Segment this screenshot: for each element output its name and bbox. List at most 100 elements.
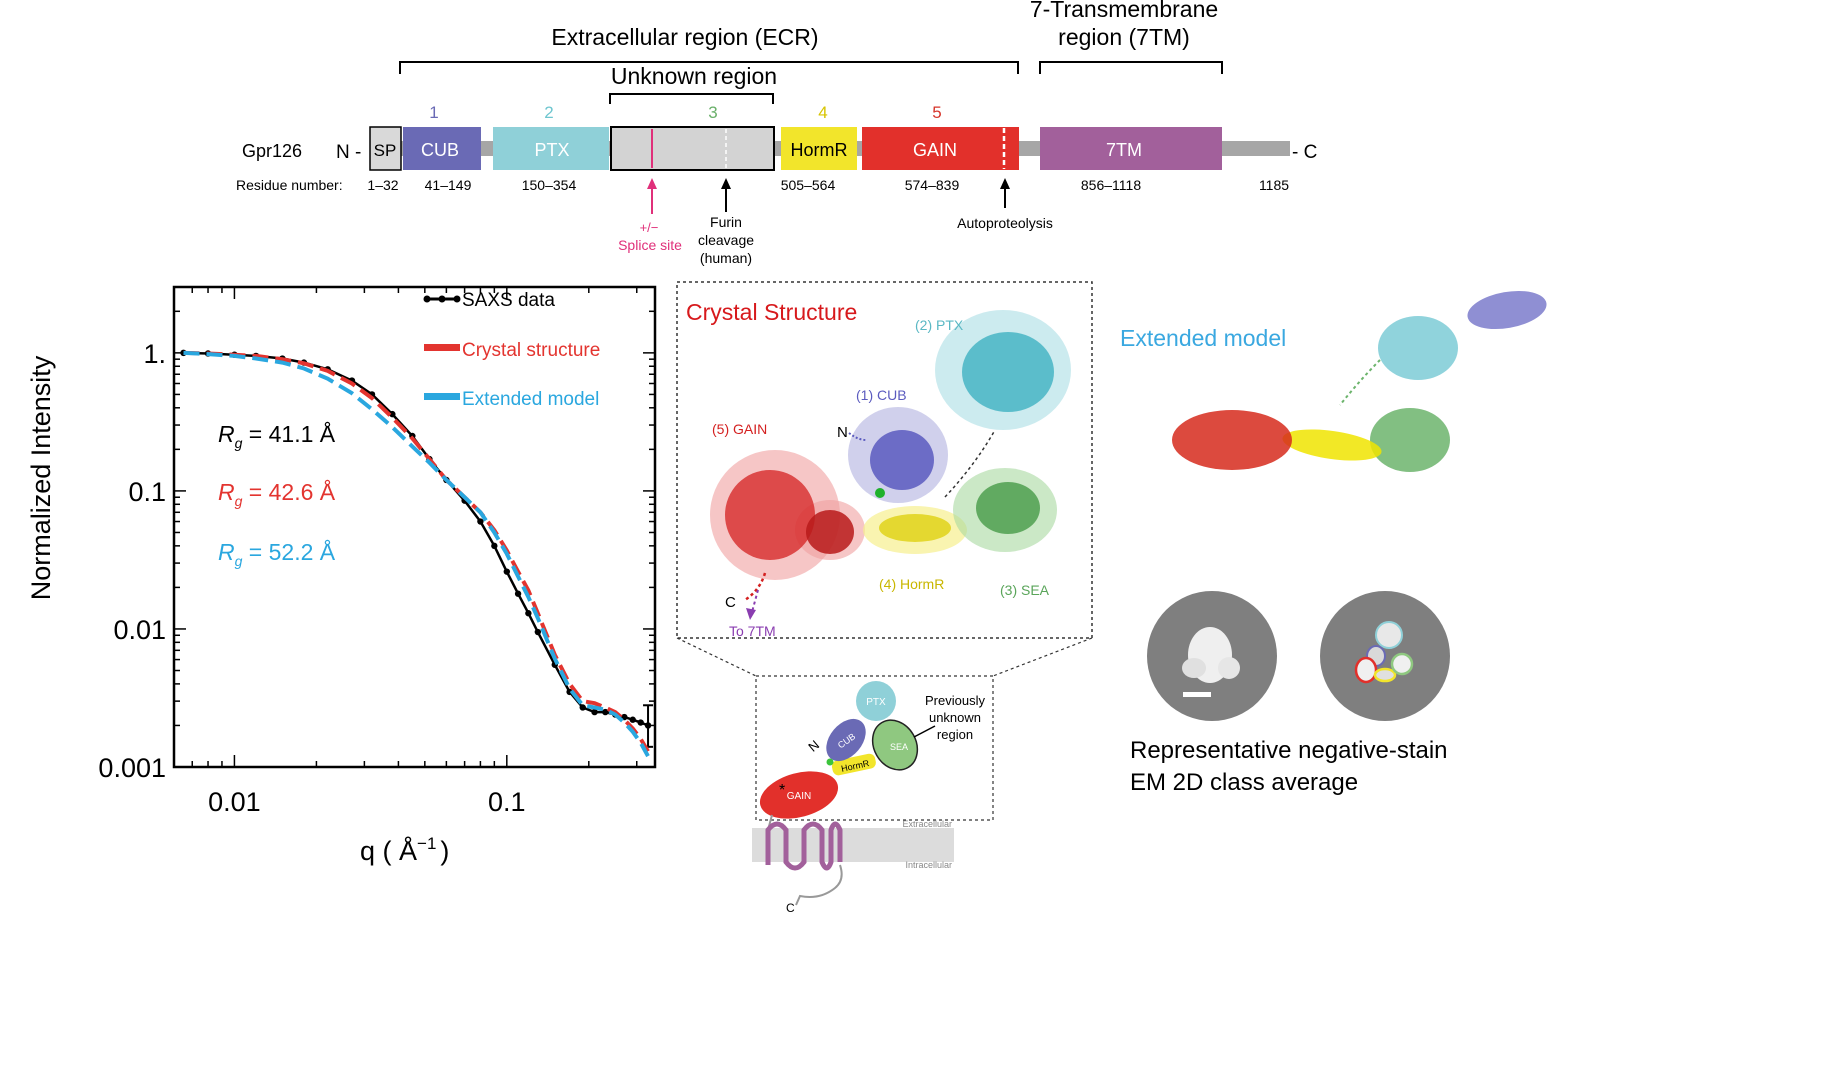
- cub-ion: [875, 488, 885, 498]
- legend-point-saxs-3: [453, 295, 461, 303]
- splice-arrowhead: [647, 178, 657, 189]
- schematic-c-label: C: [786, 901, 795, 915]
- disordered-linker: [944, 429, 996, 498]
- schematic-sea-label: SEA: [890, 742, 908, 752]
- domain-7tm-label: 7TM: [1106, 140, 1142, 160]
- domain-ptx-label: PTX: [534, 140, 569, 160]
- schematic-n-label: N: [805, 737, 822, 755]
- data-point-saxs-data: [525, 610, 532, 617]
- rg-value-extended: = 52.2 Å: [242, 538, 335, 565]
- em-scale-bar: [1183, 692, 1211, 697]
- extended-hormr: [1282, 429, 1382, 461]
- domain-7tm: [1040, 127, 1222, 170]
- schematic-gain-label: GAIN: [787, 791, 811, 802]
- em-outline-gain: [1354, 656, 1378, 684]
- ptx-ribbon: [962, 332, 1054, 412]
- ecr-bracket: [399, 61, 1019, 74]
- y-tick-label: 0.001: [98, 753, 166, 783]
- schematic-star: *: [779, 782, 785, 799]
- rg-symbol-extended: R: [218, 539, 235, 565]
- data-point-saxs-data: [477, 518, 484, 525]
- data-point-saxs-data: [602, 708, 609, 716]
- x-tick-label: 0.1: [488, 787, 526, 817]
- data-point-saxs-data: [637, 719, 644, 726]
- y-tick-label: 0.1: [128, 477, 166, 507]
- legend-label-saxs: SAXS data: [462, 290, 555, 311]
- domain-number-3: 3: [708, 103, 717, 122]
- extended-ptx: [1378, 316, 1458, 380]
- x-axis-label-main: q ( Å: [360, 835, 417, 866]
- n-terminus-label: N: [837, 424, 848, 441]
- domain-number-5: 5: [932, 103, 941, 122]
- splice-label-2: Splice site: [618, 237, 682, 253]
- schematic-gain: [759, 771, 839, 819]
- domain-cub: [403, 127, 481, 170]
- data-point-saxs-data: [579, 704, 586, 711]
- rg-sub-extended: g: [235, 553, 243, 569]
- y-axis-label: Normalized Intensity: [26, 355, 56, 600]
- autoproteolysis-arrowhead: [1000, 178, 1010, 189]
- domain-gain: [862, 127, 1019, 170]
- unknown-bracket: [609, 93, 774, 104]
- hormr-ribbon: [879, 514, 951, 542]
- domain-ptx: [493, 127, 609, 170]
- intracellular-label: Intracellular: [905, 860, 952, 870]
- schematic-7tm: [765, 821, 843, 871]
- em-outline-hormr: [1373, 667, 1397, 683]
- schematic-note-1: Previously: [925, 693, 985, 708]
- x-axis-label-close: ): [440, 836, 449, 866]
- rg-annotation-saxs: Rg = 41.1 Å: [218, 420, 336, 451]
- x-tick-label: 0.01: [208, 787, 261, 817]
- c-terminus: - C: [1292, 142, 1317, 163]
- series-line-extended-model: [183, 350, 650, 758]
- domain-sp-label: SP: [374, 141, 397, 160]
- data-point-saxs-data: [514, 590, 522, 597]
- residue-ptx: 150–354: [522, 177, 577, 193]
- em-density-1b: [1182, 658, 1206, 678]
- cub-ribbon: [870, 430, 934, 490]
- rg-symbol-saxs: R: [218, 421, 235, 447]
- hormr-label: (4) HormR: [879, 576, 944, 592]
- em-caption-line2: EM 2D class average: [1130, 769, 1358, 796]
- legend-point-saxs-1: [423, 295, 431, 303]
- legend-label-extended: Extended model: [462, 389, 599, 410]
- extracellular-label: Extracellular: [902, 819, 952, 829]
- rg-symbol-crystal: R: [218, 479, 235, 505]
- protein-name: Gpr126: [242, 141, 302, 161]
- tick-layer: 0.01 0.1 0.001 0.01 0.1 1.: [98, 286, 655, 817]
- em-panel: Representative negative-stain EM 2D clas…: [1130, 591, 1450, 796]
- data-point-saxs-data: [591, 708, 598, 716]
- crystal-frame: [676, 281, 1093, 639]
- em-outline-ptx: [1375, 621, 1403, 649]
- data-point-saxs-data: [491, 542, 498, 550]
- y-tick-label: 1.: [143, 339, 166, 369]
- legend: SAXS data Crystal structure Extended mod…: [423, 290, 600, 410]
- x-axis-label-sup: −1: [417, 834, 436, 853]
- schematic-frame: [755, 675, 994, 821]
- em-outline-sea: [1390, 652, 1414, 676]
- c-terminus-label: C: [725, 594, 736, 611]
- gain-ribbon: [725, 470, 815, 560]
- cub-label: (1) CUB: [856, 387, 907, 403]
- c-terminus-linker: [744, 572, 767, 602]
- residue-hormr: 505–564: [781, 177, 836, 193]
- ptx-label: (2) PTX: [915, 317, 964, 333]
- residue-caption: Residue number:: [236, 177, 343, 193]
- data-point-saxs-data: [503, 568, 511, 575]
- extended-sea: [1370, 408, 1450, 472]
- domain-map: Extracellular region (ECR) 7-Transmembra…: [236, 0, 1317, 266]
- domain-number-1: 1: [429, 103, 438, 122]
- furin-label-3: (human): [700, 250, 752, 266]
- zoom-line-right: [992, 637, 1093, 677]
- furin-label-2: cleavage: [698, 232, 754, 248]
- zoom-line-left: [676, 637, 757, 677]
- schematic-c-tail: [795, 864, 843, 906]
- legend-label-crystal: Crystal structure: [462, 340, 600, 361]
- schematic-ptx: [856, 681, 896, 721]
- schematic-panel: GAIN * HormR CUB N PTX SEA Previously un…: [752, 675, 994, 915]
- gain-helices: [806, 510, 854, 554]
- extended-model-panel: Extended model: [1120, 290, 1547, 472]
- to-7tm-arrow: [751, 589, 759, 613]
